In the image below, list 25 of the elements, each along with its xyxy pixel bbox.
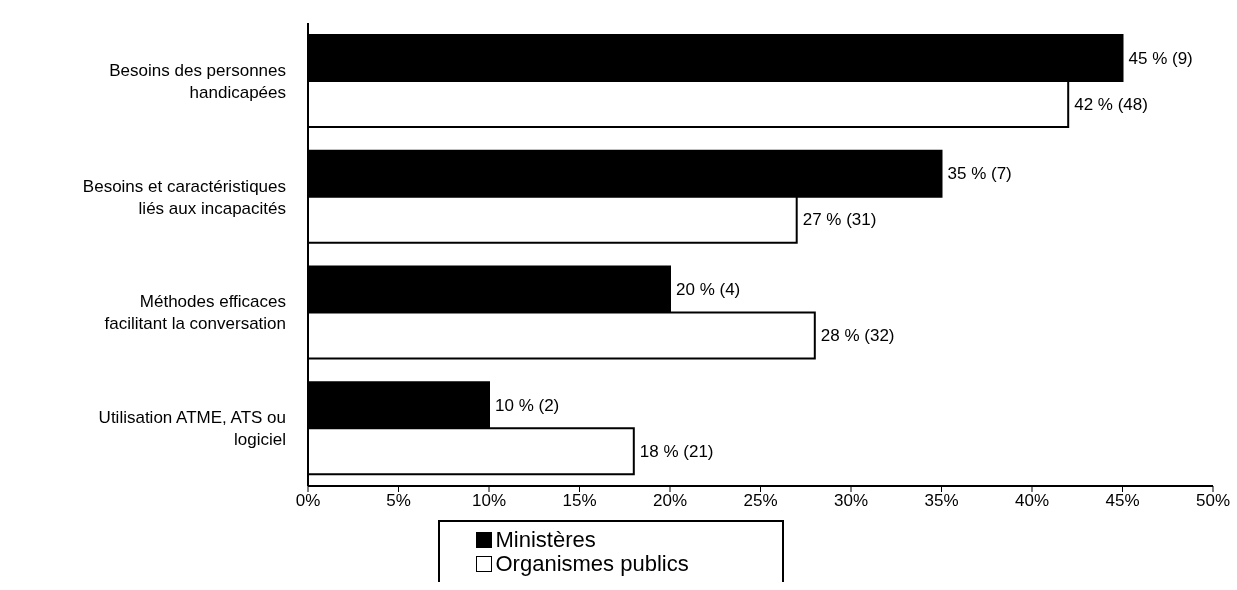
x-tick-label: 15% (562, 491, 597, 511)
data-label: 27 % (31) (802, 210, 877, 230)
data-label: 18 % (21) (639, 441, 714, 461)
x-tick-label: 20% (652, 491, 688, 511)
x-tick-label: 5% (386, 491, 411, 511)
data-label: 10 % (2) (495, 395, 560, 415)
data-label: 28 % (32) (820, 326, 895, 345)
x-tick-label: 40% (1014, 491, 1050, 511)
data-label: 20 % (4) (676, 280, 741, 299)
data-label: 42 % (48) (1074, 94, 1148, 114)
data-label: 35 % (7) (947, 164, 1012, 184)
y-tick-label: Méthodes efficaces facilitant la conversation (104, 291, 286, 333)
x-tick-label: 45% (1105, 491, 1140, 511)
x-tick-label: 10% (471, 491, 507, 511)
x-tick-label: 25% (743, 491, 778, 511)
x-tick-label: 30% (833, 491, 869, 511)
y-tick-label: Besoins et caractéristiques liés aux incapacités (82, 176, 286, 218)
data-label: 45 % (9) (1128, 48, 1193, 68)
x-tick-label: 0% (295, 491, 321, 511)
y-tick-label: Utilisation ATME, ATS ou logiciel (98, 407, 286, 449)
x-tick-label: 35% (924, 491, 959, 511)
x-tick-label: 50% (1195, 491, 1231, 511)
legend-label: Ministères (495, 527, 596, 552)
y-tick-label: Besoins des personnes handicapées (109, 60, 286, 102)
legend-label: Organismes publics (495, 551, 689, 576)
